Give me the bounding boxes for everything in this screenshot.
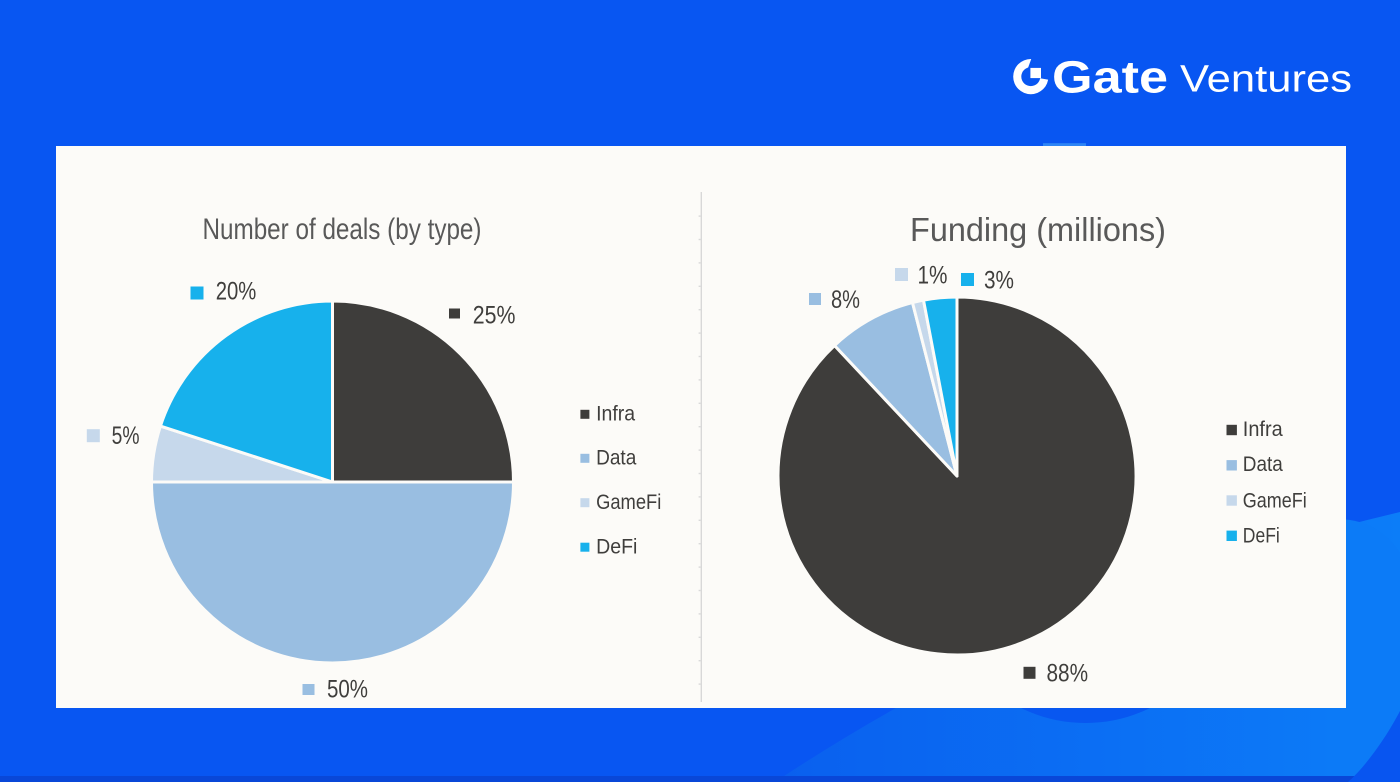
svg-text:20%: 20% <box>216 277 257 305</box>
svg-text:Infra: Infra <box>1243 418 1283 441</box>
svg-text:Funding (millions): Funding (millions) <box>910 211 1166 248</box>
svg-text:Infra: Infra <box>596 403 635 426</box>
svg-text:Number of deals (by type): Number of deals (by type) <box>203 213 482 246</box>
svg-text:5%: 5% <box>112 422 140 450</box>
svg-text:GameFi: GameFi <box>1243 489 1307 512</box>
svg-text:88%: 88% <box>1047 660 1089 688</box>
svg-text:Data: Data <box>596 447 636 470</box>
svg-text:3%: 3% <box>984 267 1014 295</box>
svg-text:1%: 1% <box>918 262 948 290</box>
svg-text:25%: 25% <box>473 301 516 329</box>
svg-text:DeFi: DeFi <box>596 536 637 559</box>
svg-text:GameFi: GameFi <box>596 491 661 514</box>
svg-text:Data: Data <box>1243 453 1283 476</box>
svg-text:Ventures: Ventures <box>1180 59 1352 101</box>
svg-text:50%: 50% <box>327 676 368 704</box>
svg-text:8%: 8% <box>831 286 860 314</box>
svg-text:DeFi: DeFi <box>1243 525 1280 548</box>
svg-text:Gate: Gate <box>1052 52 1168 103</box>
